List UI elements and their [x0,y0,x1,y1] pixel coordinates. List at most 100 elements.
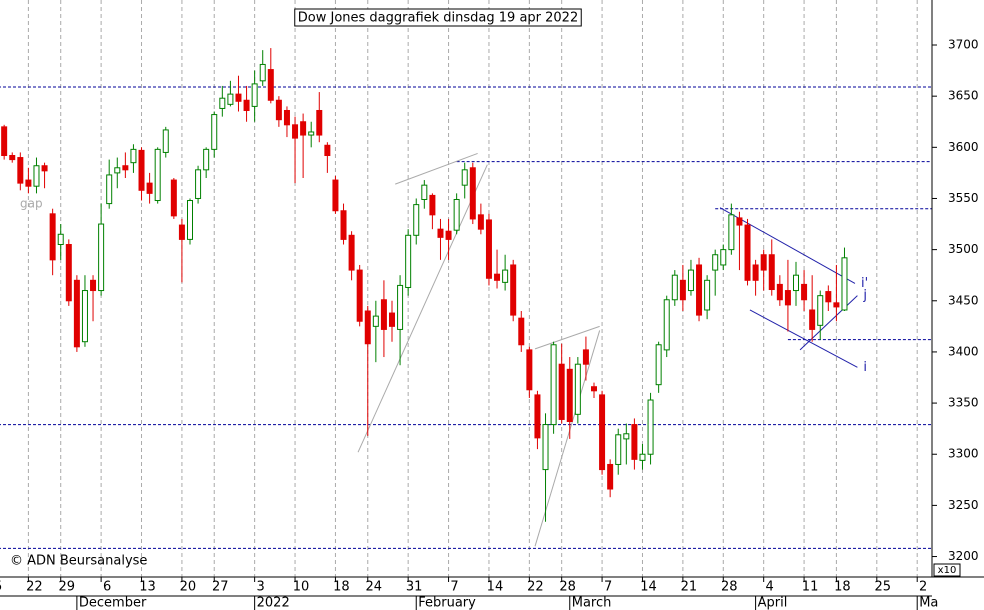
candle-body [130,148,137,164]
candle-body [203,148,210,171]
x-tick-label: 22 [26,580,43,595]
candle-body [397,284,404,330]
candle-body [518,317,525,346]
x-tick-label: 18 [834,580,851,595]
candle-body [25,179,32,187]
candle-body [187,200,193,240]
x-tick-label: 21 [681,580,698,595]
x-tick-label: 27 [212,580,229,595]
candle-body [615,434,622,465]
candle-body [502,269,509,283]
candle-body [332,179,339,212]
candle-body [227,93,234,105]
x-tick-label: 7 [450,580,458,595]
candle-body [421,184,428,200]
x-tick-label: 3 [256,580,264,595]
x-tick-label: 28 [559,580,576,595]
candle-body [534,394,541,439]
candle-body [558,363,565,420]
candle-body [17,157,24,184]
candle-body [485,219,492,279]
candle-body [57,233,64,246]
candle-body [162,129,169,153]
candle-body [372,315,379,327]
candle-body [389,312,395,327]
month-label: March [572,596,612,610]
grid [0,0,932,577]
candle-body [591,386,597,392]
trend-line [749,309,858,368]
candle-body [477,214,484,230]
candle-body [655,344,662,386]
copyright: © ADN Beursanalyse [10,554,147,569]
chart-title: Dow Jones daggrafiek dinsdag 19 apr 2022 [298,11,578,26]
x-tick-label: 13 [139,580,156,595]
y-tick-label: 3400 [948,344,979,358]
candle-body [469,167,476,220]
y-tick-label: 3200 [948,549,979,563]
candle-body [267,69,274,101]
trend-label: j [862,288,867,303]
candle-body [90,279,97,292]
candle-body [461,169,468,186]
candle-body [623,433,630,440]
candle-body [768,254,775,291]
y-tick-label: 3500 [948,242,979,256]
x-tick-label: 20 [180,580,197,595]
candle-body [364,310,371,345]
month-label: Ma [919,596,938,610]
candle-body [494,273,501,281]
trend-line [719,207,856,284]
candle-body [679,279,686,301]
x-tick-label: 7 [604,580,612,595]
candle-body [170,179,177,217]
x-tick-label: 4 [766,580,774,595]
x-tick-label: 14 [487,580,504,595]
candle-body [138,149,145,191]
candle-body [114,167,121,174]
candle-body [825,291,832,303]
x-tick-label: 18 [333,580,350,595]
trend-line [357,164,488,453]
candle-body [752,264,759,281]
candle-body [453,198,460,231]
candle-body [671,274,678,301]
candle-body [106,174,113,205]
x-tick-label: 10 [293,580,310,595]
candle-body [760,254,767,271]
candle-body [405,234,412,288]
y-tick-label: 3450 [948,293,979,307]
candle-body [49,213,56,261]
candle-body [566,368,573,422]
candle-body [784,290,791,306]
candle-body [647,399,654,455]
candle-body [841,257,848,311]
x-tick-label: 29 [58,580,75,595]
candle-body [413,204,420,236]
candle-body [728,214,735,251]
candle-body [41,165,48,172]
trend-line [395,152,478,185]
candle-body [33,165,40,187]
candle-body [356,269,363,322]
month-label: February [418,596,476,610]
x-tick-label: 11 [802,580,819,595]
candle-body [259,63,266,82]
x-tick-label: 14 [640,580,657,595]
candle-body [251,83,258,107]
candle-body [582,349,589,365]
x-tick-label: 28 [721,580,738,595]
candle-body [599,394,606,471]
candle-body [793,274,799,292]
trend-line [534,325,600,350]
x-tick-label: 24 [365,580,382,595]
candle-body [146,182,153,194]
candle-body [1,126,8,157]
candle-body [211,114,218,150]
candle-body [704,279,711,311]
candle-body [195,169,202,199]
x-tick-label: 22 [527,580,544,595]
candle-body [300,121,307,136]
candle-body [219,97,226,109]
